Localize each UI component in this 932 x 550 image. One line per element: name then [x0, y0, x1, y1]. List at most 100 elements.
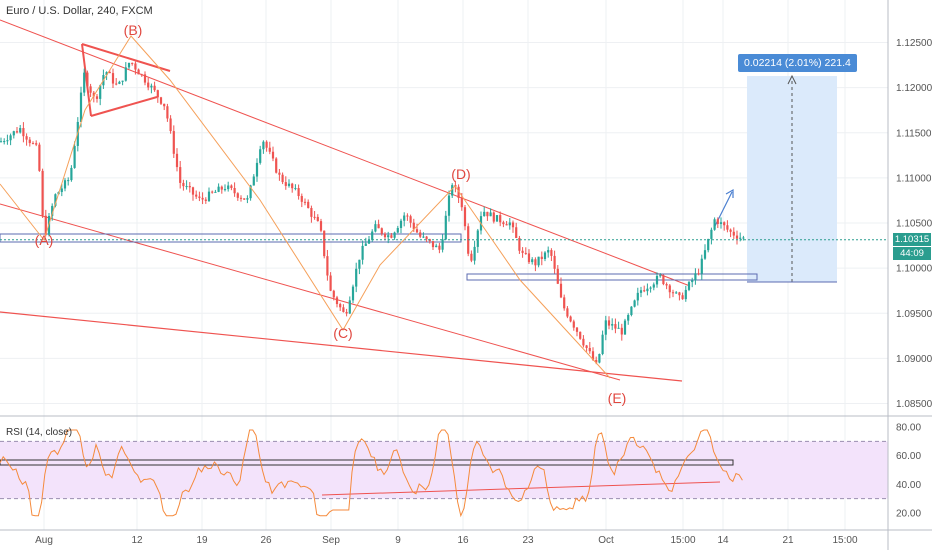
x-tick-label: 26	[260, 535, 272, 546]
candle-body	[591, 351, 595, 360]
candle-body	[655, 275, 659, 285]
candle-body	[662, 275, 665, 285]
candle-body	[95, 96, 99, 99]
candle-body	[223, 189, 227, 191]
base-line	[0, 311, 683, 382]
x-tick-label: Sep	[322, 535, 340, 546]
candle-body	[383, 233, 387, 238]
candle-body	[140, 74, 143, 76]
candle-body	[422, 236, 425, 238]
candle-body	[620, 327, 623, 335]
candle-body	[70, 167, 73, 181]
candle-body	[636, 292, 639, 301]
candle-body	[345, 311, 348, 314]
candle-body	[630, 306, 633, 315]
y-tick-label: 1.12000	[896, 83, 932, 94]
candle-body	[179, 167, 182, 183]
candle-body	[271, 151, 275, 159]
candle-body	[707, 238, 710, 251]
candle-body	[275, 158, 278, 173]
candle-body	[643, 290, 646, 292]
candle-body	[163, 103, 166, 107]
candle-body	[611, 324, 614, 326]
x-tick-label: 16	[457, 535, 469, 546]
candle-body	[150, 85, 153, 88]
candle-body	[713, 219, 716, 230]
candle-body	[111, 73, 115, 84]
candle-body	[19, 128, 22, 133]
candle-body	[569, 316, 572, 322]
candle-body	[143, 74, 147, 83]
candle-body	[99, 85, 102, 99]
candle-body	[233, 188, 236, 194]
candle-body	[201, 197, 204, 200]
candle-body	[118, 81, 121, 84]
candle-body	[691, 280, 694, 283]
candle-body	[329, 275, 332, 291]
candle-body	[419, 232, 422, 237]
candle-body	[22, 128, 25, 137]
candle-body	[463, 207, 467, 227]
candle-body	[60, 188, 63, 193]
candle-body	[278, 172, 281, 175]
candle-body	[249, 185, 252, 199]
candle-body	[527, 253, 531, 263]
candle-body	[239, 197, 243, 199]
candle-body	[470, 253, 473, 261]
candle-body	[262, 141, 265, 150]
y-tick-label: 1.11000	[896, 173, 932, 184]
candle-body	[185, 186, 188, 188]
candle-body	[438, 245, 441, 250]
candle-body	[492, 212, 495, 222]
candle-body	[403, 215, 406, 221]
candle-body	[303, 201, 307, 203]
candle-body	[547, 250, 550, 253]
candle-body	[156, 90, 159, 98]
candle-body	[425, 236, 428, 240]
candle-body	[598, 353, 601, 363]
candle-body	[739, 237, 742, 239]
candle-body	[265, 141, 268, 148]
candle-body	[326, 256, 329, 276]
candle-body	[502, 222, 505, 225]
candle-body	[646, 288, 649, 292]
measure-label: 0.02214 (2.01%) 221.4	[738, 54, 857, 72]
lower-channel-line	[0, 203, 621, 381]
candle-body	[339, 304, 342, 308]
wave-label-d: (D)	[451, 166, 471, 182]
candle-body	[204, 199, 207, 201]
candle-body	[697, 273, 700, 275]
candle-body	[607, 320, 611, 326]
candle-body	[147, 82, 150, 88]
candle-body	[412, 222, 415, 230]
candle-body	[441, 239, 444, 250]
candle-body	[6, 140, 9, 142]
candle-body	[729, 229, 732, 232]
y-tick-label: 1.10000	[896, 264, 932, 275]
y-tick-label: 1.12500	[896, 38, 932, 49]
candle-body	[515, 227, 518, 238]
candle-body	[313, 216, 316, 218]
candle-body	[572, 321, 575, 328]
candle-body	[710, 229, 713, 239]
candle-body	[44, 215, 47, 235]
candle-body	[28, 139, 31, 144]
triangle-bottom	[90, 96, 158, 117]
candle-body	[63, 180, 67, 189]
candle-body	[735, 235, 739, 239]
x-tick-label: 19	[196, 535, 208, 546]
candle-body	[307, 201, 310, 209]
candle-body	[182, 182, 185, 187]
candle-body	[393, 232, 396, 238]
rsi-line	[0, 429, 743, 518]
candle-body	[73, 145, 76, 168]
candle-body	[460, 198, 463, 208]
candle-body	[172, 131, 175, 154]
candle-body	[41, 170, 44, 216]
candle-body	[665, 284, 668, 286]
y-tick-label: 1.09000	[896, 354, 932, 365]
candle-body	[671, 292, 675, 294]
wave-line	[0, 35, 611, 379]
candle-body	[51, 205, 54, 216]
